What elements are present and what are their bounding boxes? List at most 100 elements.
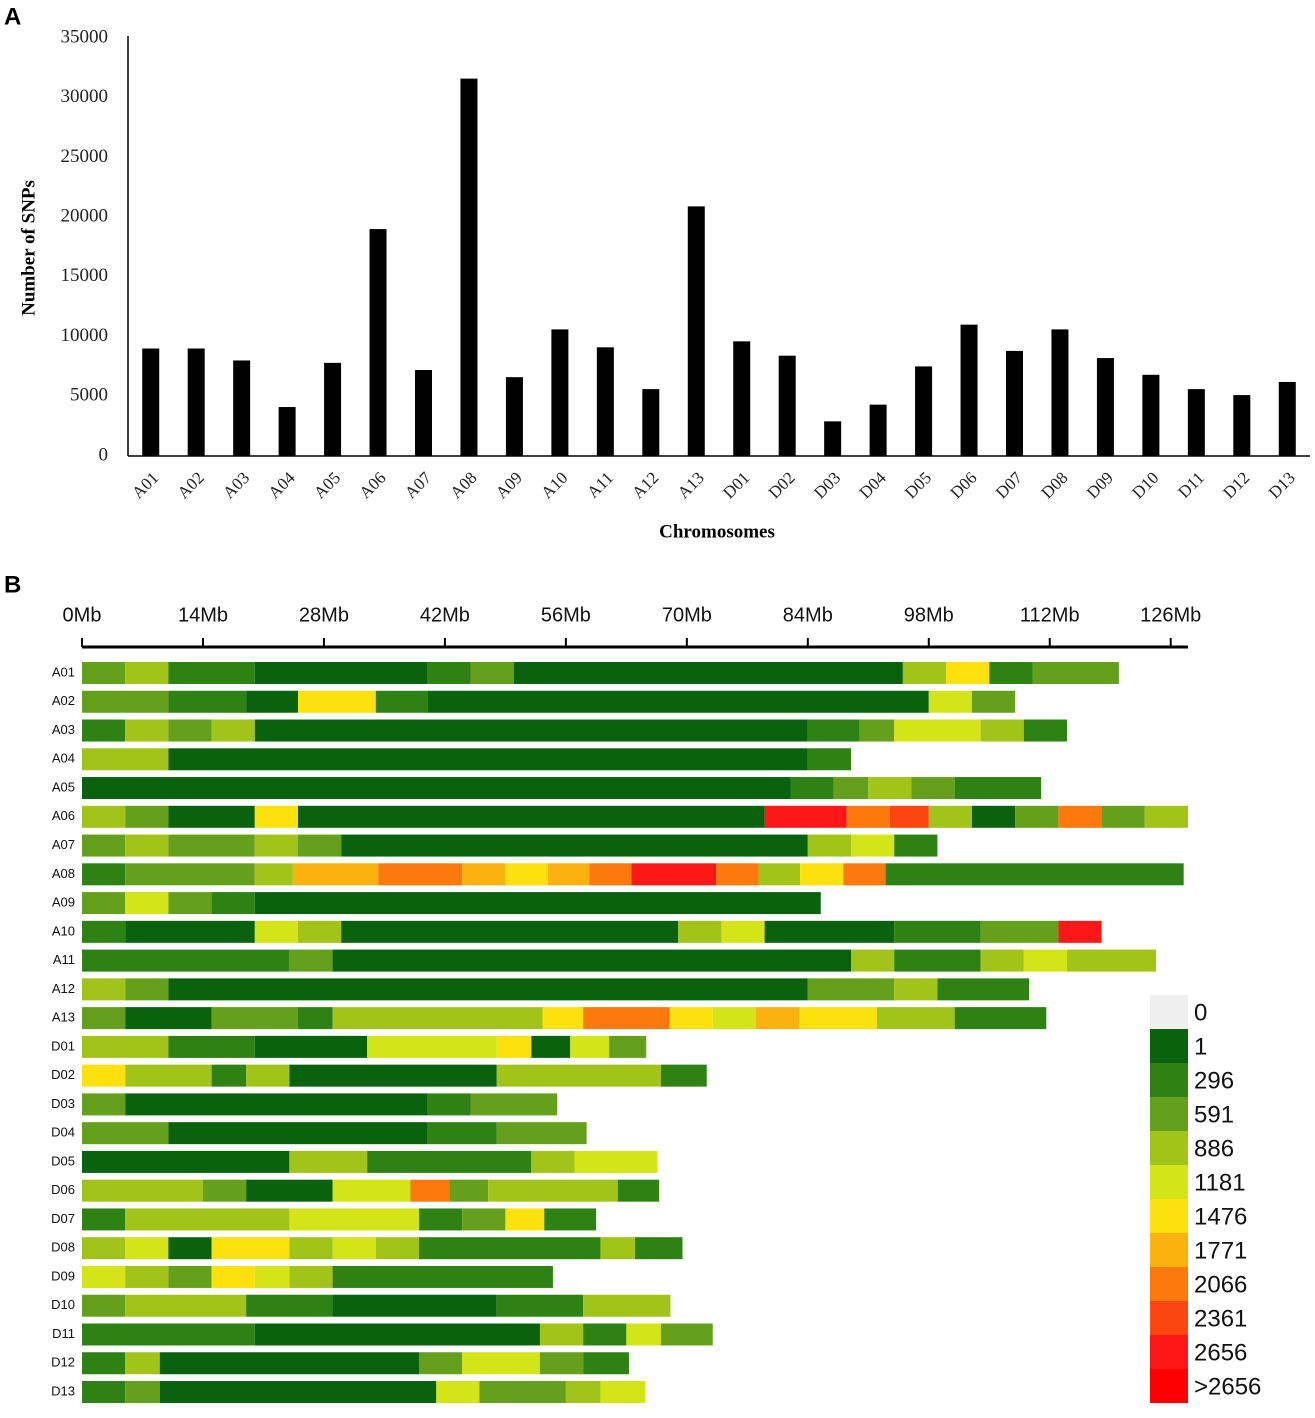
density-segment (168, 1122, 428, 1145)
density-segment (496, 1035, 532, 1058)
density-segment (894, 978, 938, 1001)
bar (778, 355, 796, 456)
legend-label: >2656 (1194, 1373, 1261, 1400)
chromosome-label: A04 (52, 751, 75, 766)
legend-swatch (1150, 1199, 1188, 1233)
density-segment (168, 690, 247, 713)
chromosome-label: A11 (53, 952, 75, 967)
chromosome-label: D05 (51, 1153, 75, 1168)
density-segment (574, 1150, 658, 1173)
x-tick-label: A04 (265, 468, 299, 502)
density-segment (462, 1352, 540, 1375)
legend-label: 886 (1194, 1135, 1234, 1162)
density-segment (211, 892, 255, 915)
bar (824, 421, 842, 456)
chromosome-label: D11 (52, 1326, 75, 1341)
density-segment (1023, 949, 1068, 972)
y-tick-label: 0 (99, 444, 109, 465)
density-segment (254, 863, 293, 886)
density-segment (254, 662, 428, 684)
density-segment (82, 892, 126, 915)
density-segment (341, 834, 808, 857)
legend-label: 591 (1194, 1101, 1234, 1128)
density-segment (298, 1007, 333, 1030)
density-segment (669, 1007, 713, 1030)
density-segment (418, 1208, 463, 1231)
density-segment (980, 949, 1024, 972)
density-segment (125, 1208, 290, 1231)
density-segment (367, 1035, 497, 1058)
bar (1142, 374, 1160, 456)
density-segment (125, 719, 169, 742)
density-segment (449, 1179, 489, 1202)
density-segment (168, 662, 255, 684)
density-segment (211, 719, 255, 742)
density-segment (496, 1122, 587, 1145)
density-segment (289, 1237, 333, 1260)
density-segment (1015, 805, 1059, 828)
density-segment (980, 920, 1059, 943)
density-segment (755, 1007, 800, 1030)
x-tick-label: D06 (946, 468, 980, 502)
density-segment (125, 662, 169, 684)
density-segment (298, 834, 342, 857)
bar (415, 370, 432, 456)
density-segment (547, 863, 590, 886)
density-segment (82, 1064, 126, 1087)
legend-swatch (1150, 1063, 1188, 1097)
density-segment (246, 1294, 333, 1317)
density-segment (617, 1179, 660, 1202)
density-segment (82, 1294, 126, 1317)
density-segment (1058, 920, 1102, 943)
x-tick-label: 70Mb (662, 604, 712, 626)
density-segment (159, 1352, 419, 1375)
density-segment (531, 1035, 571, 1058)
x-tick-label: A13 (674, 468, 708, 502)
x-tick-label: D11 (1174, 468, 1208, 502)
density-segment (980, 719, 1024, 742)
density-segment (583, 1294, 671, 1317)
x-tick-label: 28Mb (299, 604, 349, 626)
density-segment (427, 690, 929, 713)
x-tick-label: A09 (492, 468, 526, 502)
x-tick-label: A11 (583, 468, 617, 502)
density-segment (211, 1064, 247, 1087)
x-tick-label: A02 (174, 468, 208, 502)
density-segment (716, 863, 759, 886)
chromosome-label: D09 (51, 1268, 75, 1283)
bar (551, 329, 569, 456)
bar (1233, 395, 1251, 456)
x-tick-label: A08 (446, 468, 480, 502)
x-tick-label: 84Mb (783, 604, 833, 626)
x-tick-label: D09 (1083, 468, 1117, 502)
density-segment (583, 1007, 670, 1030)
density-segment (790, 777, 834, 800)
x-tick-label: A03 (219, 468, 253, 502)
chromosome-label: D12 (51, 1355, 75, 1370)
density-segment (289, 1265, 333, 1288)
x-tick-label: A12 (628, 468, 662, 502)
density-segment (298, 805, 765, 828)
density-segment (800, 863, 844, 886)
density-segment (289, 1150, 368, 1173)
density-segment (125, 1381, 160, 1403)
y-tick-label: 20000 (61, 206, 109, 227)
x-tick-label: D01 (719, 468, 753, 502)
density-segment (427, 1093, 471, 1116)
density-segment (758, 863, 801, 886)
density-segment (505, 1208, 545, 1231)
density-segment (462, 863, 506, 886)
density-segment (125, 834, 169, 857)
x-tick-label: 98Mb (904, 604, 954, 626)
legend-swatch (1150, 1335, 1188, 1369)
density-segment (125, 1352, 160, 1375)
density-segment (246, 690, 299, 713)
density-segment (378, 863, 463, 886)
density-segment (470, 1093, 558, 1116)
density-segment (971, 805, 1016, 828)
density-segment (125, 1064, 212, 1087)
density-segment (764, 920, 895, 943)
density-segment (843, 863, 886, 886)
density-segment (254, 805, 299, 828)
density-segment (496, 1294, 584, 1317)
